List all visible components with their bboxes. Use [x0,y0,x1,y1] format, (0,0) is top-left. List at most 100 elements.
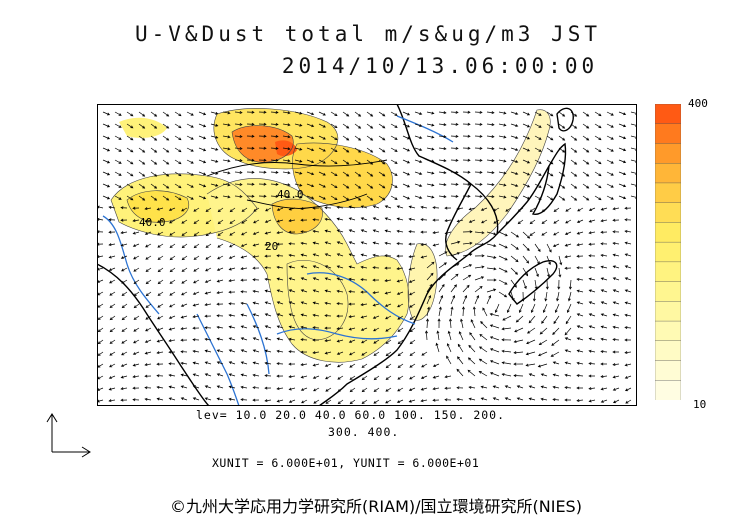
wind-vector [624,253,632,257]
wind-vector [450,273,459,281]
wind-vector [192,373,200,377]
wind-vector [348,339,356,343]
wind-vector [546,171,554,177]
wind-vector [588,219,596,223]
wind-vector [198,123,207,128]
wind-vector [625,399,632,404]
wind-vector [264,266,272,270]
wind-vector [252,373,260,377]
wind-vector [348,315,356,319]
wind-vector [366,195,374,201]
wind-vector [444,231,452,235]
wind-vector [336,327,344,331]
wind-vector [258,158,267,162]
wind-vector [528,315,536,324]
wind-vector [594,171,602,177]
wind-vector [576,349,584,353]
wind-vector [204,349,212,353]
wind-vector [474,254,485,258]
wind-vector [546,195,554,201]
wind-vector [324,339,332,343]
wind-vector [168,362,176,366]
wind-vector [436,330,440,341]
wind-vector [564,231,572,235]
wind-vector [612,399,620,404]
wind-vector [409,291,416,296]
wind-vector [204,291,212,295]
wind-vector [174,159,182,165]
vector-units: XUNIT = 6.000E+01, YUNIT = 6.000E+01 [212,456,480,470]
wind-vector [180,315,188,319]
wind-vector [462,264,473,269]
wind-vector [510,135,519,139]
wind-vector [300,277,308,281]
wind-vector [552,327,560,335]
wind-vector [457,343,464,353]
wind-vector [606,159,614,164]
wind-vector [216,325,224,329]
wind-vector [582,123,590,129]
wind-vector [282,135,291,139]
wind-vector [360,253,368,257]
wind-vector [534,267,539,278]
wind-vector [133,267,140,272]
wind-vector [246,182,255,186]
wind-vector [540,397,548,401]
wind-vector [541,231,548,236]
wind-vector [409,315,416,320]
wind-vector [510,243,519,250]
wind-vector [513,362,524,366]
wind-vector [114,159,122,164]
wind-vector [157,267,164,273]
wind-vector [514,327,524,333]
wind-vector [612,350,620,354]
wind-vector [576,219,584,223]
wind-vector [312,289,320,293]
wind-vector [498,279,508,285]
wind-vector [120,243,128,247]
wind-vector [354,123,362,129]
wind-vector [606,171,614,176]
wind-vector [402,159,411,164]
colorbar-segment [655,241,681,263]
wind-vector [282,159,291,163]
wind-vector [156,362,164,366]
wind-vector [594,159,602,165]
wind-vector [458,331,464,341]
wind-vector [478,346,488,353]
wind-vector [193,219,200,224]
wind-vector [294,135,303,139]
wind-vector [228,373,236,377]
wind-vector [216,291,224,295]
wind-vector [324,253,332,257]
wind-vector [546,267,551,278]
wind-vector [558,135,566,141]
wind-vector [312,363,320,367]
wind-vector [156,374,164,378]
contour-levels-continued: 300. 400. [328,425,400,439]
wind-vector [450,182,459,186]
wind-vector [612,387,620,391]
wind-vector [240,325,248,329]
wind-vector [210,159,219,163]
wind-vector [517,219,524,225]
wind-vector [450,110,459,114]
wind-vector [324,289,332,293]
contour-label-layer: 40.0 40.0 20 [139,188,304,253]
wind-vector [210,123,219,127]
colorbar-segment [655,182,681,204]
wind-vector-field [97,110,637,405]
wind-vector [378,123,386,129]
wind-vector [600,253,608,257]
wind-vector [337,375,344,380]
wind-vector [252,278,260,282]
wind-vector [102,123,111,128]
wind-vector [276,325,284,329]
wind-vector [312,375,320,379]
wind-vector [144,351,152,355]
wind-vector [133,303,140,309]
wind-vector [325,387,332,392]
wind-vector [174,123,182,129]
wind-vector [133,291,140,297]
wind-vector [438,273,446,281]
